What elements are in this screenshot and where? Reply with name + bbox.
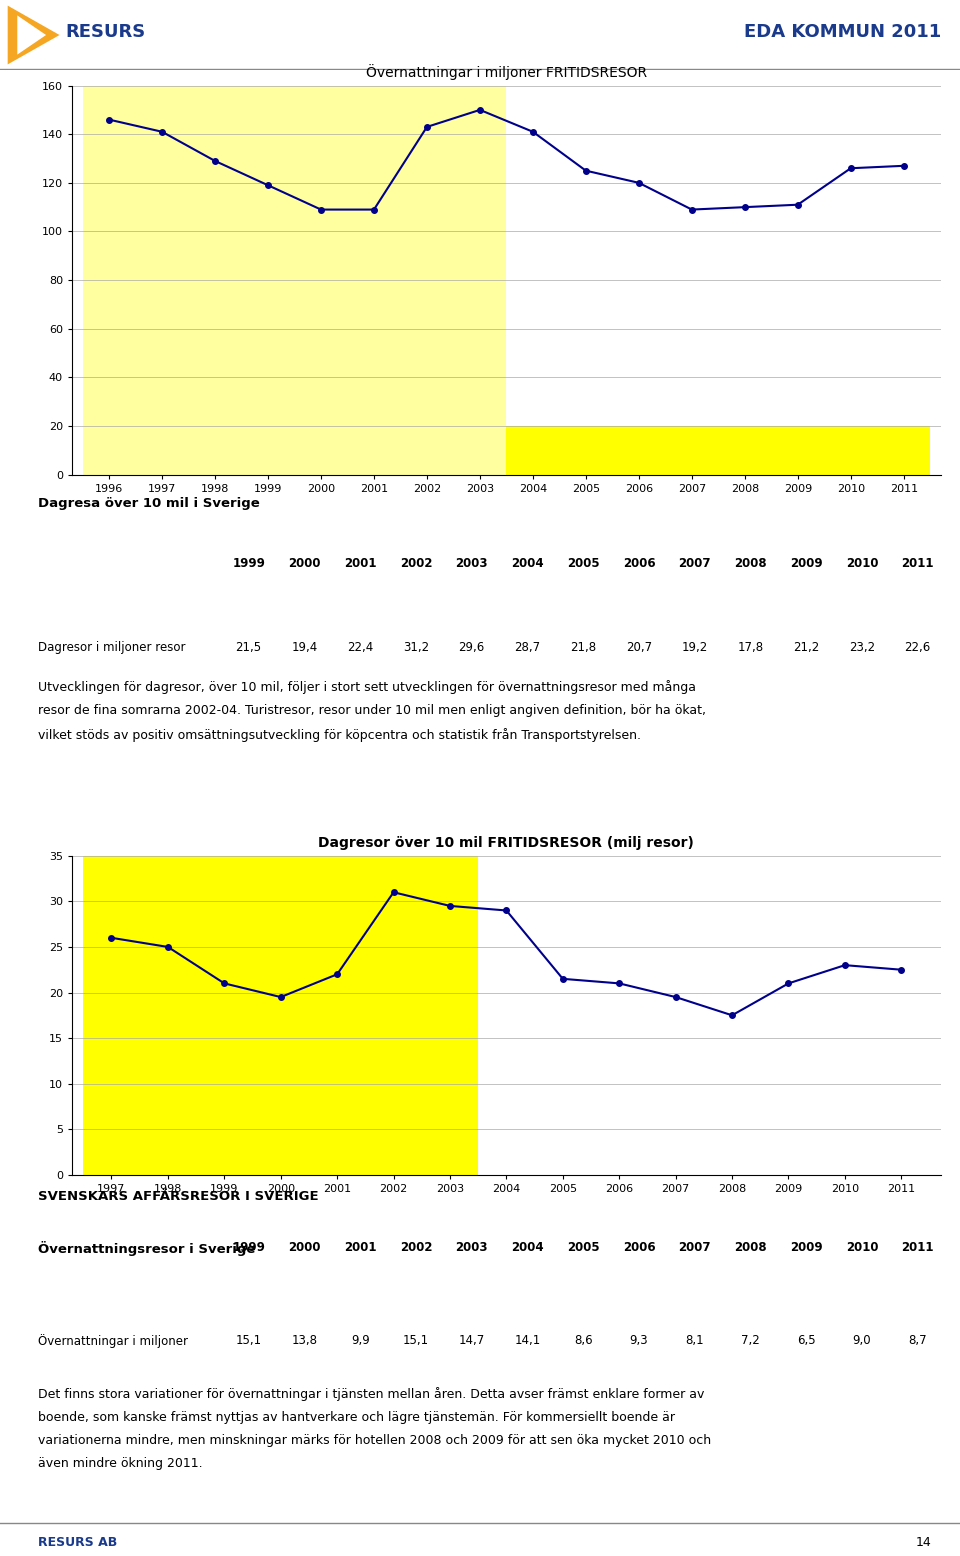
Text: 2011: 2011 [901, 557, 934, 569]
Text: SVENSKARS AFFÄRSRESOR I SVERIGE: SVENSKARS AFFÄRSRESOR I SVERIGE [38, 1190, 319, 1203]
Text: 2008: 2008 [734, 557, 767, 569]
Text: 14: 14 [916, 1536, 931, 1548]
Text: 15,1: 15,1 [235, 1335, 262, 1347]
Text: Utvecklingen för dagresor, över 10 mil, följer i stort sett utvecklingen för öve: Utvecklingen för dagresor, över 10 mil, … [38, 680, 707, 742]
Text: 23,2: 23,2 [849, 641, 875, 654]
Text: 14,7: 14,7 [459, 1335, 485, 1347]
Bar [83, 86, 507, 475]
Text: 21,8: 21,8 [570, 641, 596, 654]
Text: 2005: 2005 [567, 1242, 599, 1254]
Bar [84, 856, 478, 1175]
Title: Dagresor över 10 mil FRITIDSRESOR (milj resor): Dagresor över 10 mil FRITIDSRESOR (milj … [319, 837, 694, 851]
Text: 31,2: 31,2 [403, 641, 429, 654]
Text: 1999: 1999 [232, 1242, 265, 1254]
Text: 2003: 2003 [455, 1242, 488, 1254]
Text: 2003: 2003 [455, 557, 488, 569]
Text: 2001: 2001 [344, 1242, 376, 1254]
Text: Dagresor i miljoner resor: Dagresor i miljoner resor [38, 641, 186, 654]
Text: 6,5: 6,5 [797, 1335, 816, 1347]
Text: 2004: 2004 [511, 557, 543, 569]
Text: 8,1: 8,1 [685, 1335, 704, 1347]
Text: 22,4: 22,4 [348, 641, 373, 654]
Text: 7,2: 7,2 [741, 1335, 759, 1347]
Text: 17,8: 17,8 [737, 641, 763, 654]
Text: Övernattningar i miljoner: Övernattningar i miljoner [38, 1335, 188, 1347]
Text: 9,9: 9,9 [350, 1335, 370, 1347]
Text: 19,2: 19,2 [682, 641, 708, 654]
Text: 8,7: 8,7 [908, 1335, 927, 1347]
Text: 2005: 2005 [567, 557, 599, 569]
Text: Det finns stora variationer för övernattningar i tjänsten mellan åren. Detta avs: Det finns stora variationer för övernatt… [38, 1388, 711, 1470]
Text: 2002: 2002 [399, 1242, 432, 1254]
Text: 21,2: 21,2 [793, 641, 819, 654]
Text: 28,7: 28,7 [515, 641, 540, 654]
Text: 8,6: 8,6 [574, 1335, 592, 1347]
Text: 2002: 2002 [399, 557, 432, 569]
Text: RESURS: RESURS [65, 22, 146, 40]
Text: 19,4: 19,4 [291, 641, 318, 654]
Title: Övernattningar i miljoner FRITIDSRESOR: Övernattningar i miljoner FRITIDSRESOR [366, 64, 647, 81]
Text: 2009: 2009 [790, 1242, 823, 1254]
Text: 2004: 2004 [511, 1242, 543, 1254]
Text: 29,6: 29,6 [459, 641, 485, 654]
Text: 2001: 2001 [344, 557, 376, 569]
Text: EDA KOMMUN 2011: EDA KOMMUN 2011 [744, 22, 941, 40]
Text: 2006: 2006 [623, 557, 656, 569]
Text: 2007: 2007 [679, 1242, 711, 1254]
Text: 9,3: 9,3 [630, 1335, 648, 1347]
Text: 2011: 2011 [901, 1242, 934, 1254]
Text: 2000: 2000 [288, 1242, 321, 1254]
Text: 2009: 2009 [790, 557, 823, 569]
Text: 2006: 2006 [623, 1242, 656, 1254]
Text: Dagresa över 10 mil i Sverige: Dagresa över 10 mil i Sverige [38, 498, 260, 510]
Text: Övernattningsresor i Sverige: Övernattningsresor i Sverige [38, 1242, 255, 1256]
Polygon shape [8, 6, 60, 64]
Text: 2008: 2008 [734, 1242, 767, 1254]
Text: RESURS AB: RESURS AB [38, 1536, 118, 1548]
Text: 2007: 2007 [679, 557, 711, 569]
Text: 20,7: 20,7 [626, 641, 652, 654]
Bar [507, 426, 930, 475]
Text: 1999: 1999 [232, 557, 265, 569]
Text: 2010: 2010 [846, 1242, 878, 1254]
Text: 14,1: 14,1 [515, 1335, 540, 1347]
Text: 21,5: 21,5 [235, 641, 262, 654]
Text: 2010: 2010 [846, 557, 878, 569]
Polygon shape [17, 16, 46, 54]
Text: 15,1: 15,1 [403, 1335, 429, 1347]
Text: 9,0: 9,0 [852, 1335, 872, 1347]
Text: 2000: 2000 [288, 557, 321, 569]
Text: 22,6: 22,6 [904, 641, 931, 654]
Text: 13,8: 13,8 [292, 1335, 318, 1347]
